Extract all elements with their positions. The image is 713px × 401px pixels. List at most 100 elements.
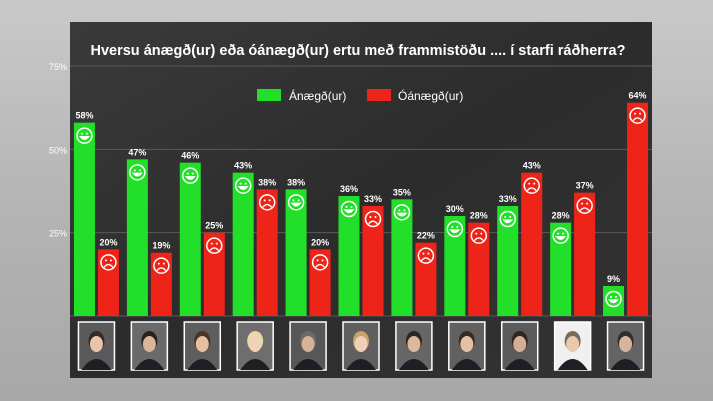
data-label: 38% — [258, 177, 276, 187]
smiley-happy-icon — [340, 200, 358, 218]
bar-satisfied: 43% — [232, 161, 254, 316]
person-photo-icon — [130, 321, 169, 371]
bar-satisfied: 46% — [179, 151, 201, 316]
bar-rect — [574, 192, 596, 316]
bar-rect — [126, 159, 148, 316]
data-label: 47% — [128, 147, 146, 157]
bar-rect — [73, 122, 95, 317]
person-photo-icon — [289, 321, 327, 371]
bar-rect — [362, 206, 384, 316]
bar-rect — [150, 252, 172, 316]
y-tick-label: 75% — [49, 62, 67, 72]
chart-panel — [70, 22, 652, 378]
bar-rect — [232, 172, 254, 316]
data-label: 28% — [470, 211, 488, 221]
bar-rect — [391, 199, 413, 316]
smiley-sad-icon — [206, 237, 223, 254]
data-label: 22% — [417, 231, 435, 241]
bar-rect — [97, 249, 119, 316]
bar-satisfied: 28% — [550, 211, 572, 316]
smiley-sad-icon — [523, 177, 540, 194]
bar-satisfied: 58% — [73, 111, 95, 317]
data-label: 9% — [607, 274, 620, 284]
data-label: 64% — [629, 91, 647, 101]
bar-rect — [444, 216, 466, 316]
legend: Ánægð(ur) Óánægð(ur) — [257, 88, 463, 103]
y-tick-label: 50% — [49, 145, 67, 155]
data-label: 37% — [576, 181, 594, 191]
smiley-sad-icon — [470, 227, 488, 244]
bar-rect — [256, 189, 278, 316]
data-label: 33% — [499, 194, 517, 204]
smiley-happy-icon — [605, 290, 622, 308]
data-label: 28% — [552, 211, 570, 221]
person-photo-icon — [236, 321, 274, 371]
data-label: 20% — [99, 237, 117, 247]
bar-satisfied: 47% — [126, 147, 148, 316]
smiley-sad-icon — [311, 254, 329, 271]
bar-satisfied: 33% — [497, 194, 519, 316]
smiley-happy-icon — [76, 127, 93, 144]
data-label: 43% — [234, 161, 252, 171]
person-photo-icon — [448, 321, 486, 371]
smiley-happy-icon — [129, 164, 146, 181]
y-tick-label: 25% — [49, 229, 67, 239]
person-photo-icon — [183, 321, 222, 371]
smiley-happy-icon — [499, 210, 516, 228]
bar-rect — [468, 222, 490, 316]
bar-rect — [179, 162, 201, 316]
bar-dissatisfied: 28% — [468, 211, 490, 316]
data-label: 20% — [311, 237, 329, 247]
bar-satisfied: 38% — [285, 177, 307, 316]
data-label: 58% — [75, 111, 93, 121]
smiley-happy-icon — [182, 167, 199, 184]
smiley-sad-icon — [576, 197, 593, 214]
bar-dissatisfied: 20% — [309, 237, 331, 316]
smiley-happy-icon — [287, 194, 305, 211]
person-photo-icon — [606, 321, 645, 371]
bar-dissatisfied: 43% — [521, 161, 543, 316]
smiley-sad-icon — [364, 210, 382, 228]
person-photo-icon — [342, 321, 380, 371]
bar-satisfied: 9% — [603, 274, 625, 316]
data-label: 30% — [446, 204, 464, 214]
smiley-happy-icon — [393, 204, 411, 221]
data-label: 19% — [152, 241, 170, 251]
bar-dissatisfied: 64% — [627, 91, 649, 317]
data-label: 46% — [181, 151, 199, 161]
bar-rect — [627, 102, 649, 317]
bar-satisfied: 30% — [444, 204, 466, 316]
bar-dissatisfied: 38% — [256, 177, 278, 316]
bar-rect — [338, 196, 360, 316]
data-label: 25% — [205, 221, 223, 231]
bar-rect — [550, 222, 572, 316]
chart-title: Hversu ánægð(ur) eða óánægð(ur) ertu með… — [91, 43, 626, 59]
legend-swatch-dissatisfied — [367, 89, 391, 101]
smiley-sad-icon — [417, 247, 435, 264]
bar-rect — [203, 232, 225, 316]
bar-dissatisfied: 22% — [415, 231, 437, 316]
bar-dissatisfied: 19% — [150, 241, 172, 316]
smiley-sad-icon — [153, 257, 170, 274]
smiley-sad-icon — [258, 194, 276, 211]
bar-dissatisfied: 25% — [203, 221, 225, 316]
smiley-happy-icon — [552, 227, 569, 244]
smiley-happy-icon — [446, 220, 464, 238]
legend-label-dissatisfied: Óánægð(ur) — [398, 88, 463, 103]
bar-satisfied: 35% — [391, 187, 413, 316]
data-label: 33% — [364, 194, 382, 204]
person-photo-icon — [500, 321, 539, 371]
bar-rect — [497, 206, 519, 316]
bar-dissatisfied: 37% — [574, 181, 596, 316]
bar-satisfied: 36% — [338, 184, 360, 316]
legend-swatch-satisfied — [257, 89, 281, 101]
bar-dissatisfied: 20% — [97, 237, 119, 316]
bar-rect — [309, 249, 331, 316]
person-photo-icon — [77, 321, 116, 371]
data-label: 38% — [287, 177, 305, 187]
legend-label-satisfied: Ánægð(ur) — [289, 88, 346, 103]
smiley-sad-icon — [100, 254, 117, 271]
bar-dissatisfied: 33% — [362, 194, 384, 316]
bar-rect — [285, 189, 307, 316]
